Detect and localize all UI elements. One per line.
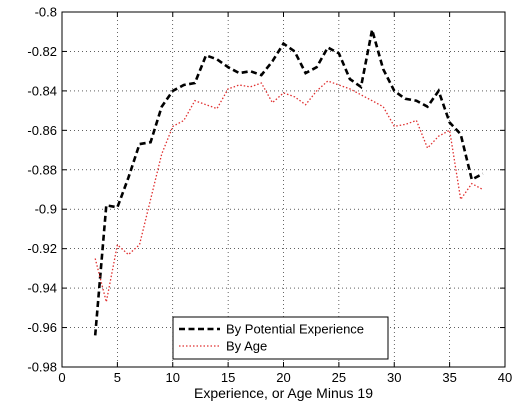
y-tick-label: -0.94: [27, 281, 57, 296]
x-tick-label: 10: [166, 370, 180, 385]
series-line-potential-experience: [93, 29, 484, 336]
x-tick-label: 25: [332, 370, 346, 385]
x-tick-label: 35: [442, 370, 456, 385]
y-tick-label: -0.88: [27, 162, 57, 177]
series-line-age: [94, 80, 484, 303]
y-tick-label: -0.96: [27, 320, 57, 335]
legend-label: By Potential Experience: [226, 322, 364, 337]
x-tick-label: 20: [276, 370, 290, 385]
legend-box: [172, 316, 389, 360]
x-tick-label: 30: [387, 370, 401, 385]
x-tick-label: 0: [58, 370, 65, 385]
y-tick-label: -0.84: [27, 83, 57, 98]
axis-ticks: 0 5 10 15 20 25 30 35 40 -0.98 -0.96 -0.94 -0.92 -0.9…: [27, 5, 512, 386]
y-tick-label: -0.82: [27, 44, 57, 59]
y-tick-label: -0.8: [35, 5, 57, 20]
y-tick-label: -0.92: [27, 241, 57, 256]
x-tick-label: 40: [498, 370, 512, 385]
x-tick-label: 15: [221, 370, 235, 385]
y-tick-label: -0.86: [27, 123, 57, 138]
series-layer: [93, 29, 484, 336]
x-axis-title: Experience, or Age Minus 19: [194, 385, 373, 401]
plot-area: [61, 11, 506, 368]
legend-label: By Age: [226, 339, 267, 354]
y-tick-label: -0.9: [35, 202, 57, 217]
legend: By Potential Experience By Age: [172, 316, 389, 360]
y-tick-label: -0.98: [27, 360, 57, 375]
grid-lines: [62, 12, 505, 367]
x-tick-label: 5: [114, 370, 121, 385]
